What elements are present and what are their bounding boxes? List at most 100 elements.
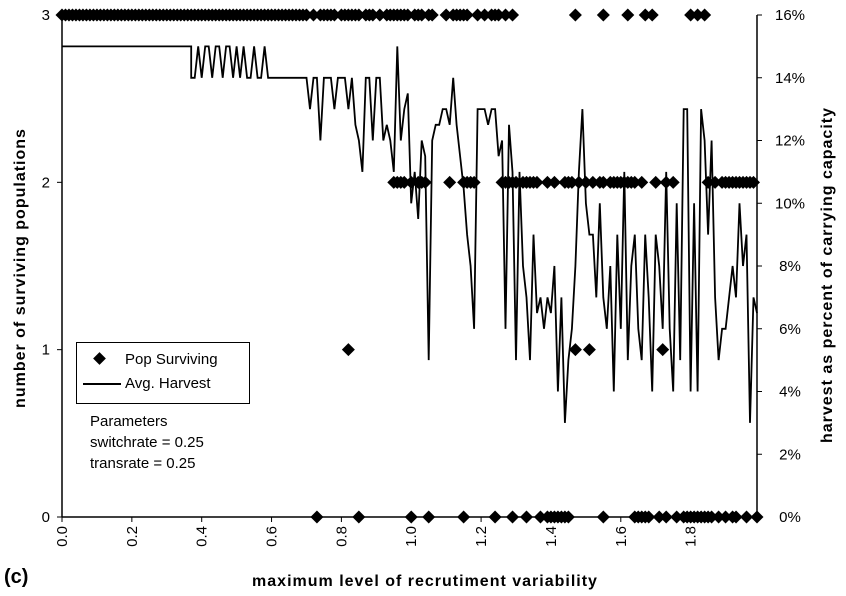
avg-harvest-series [62, 45, 758, 423]
x-tick-label: 0.0 [54, 526, 71, 547]
pop-surviving-point [306, 8, 320, 22]
parameter-switchrate: switchrate = 0.25 [90, 434, 204, 451]
y-right-tick-label: 8% [779, 258, 801, 275]
legend-label-avg-harvest: Avg. Harvest [125, 374, 211, 392]
pop-surviving-point [547, 175, 561, 189]
pop-surviving-point [540, 175, 554, 189]
pop-surviving-point [499, 8, 513, 22]
legend-label-pop-surviving: Pop Surviving [125, 350, 218, 368]
pop-surviving-point [649, 175, 663, 189]
pop-surviving-point [509, 175, 523, 189]
y-right-tick-label: 2% [779, 446, 801, 463]
y-left-tick-label: 2 [42, 174, 50, 191]
pop-surviving-point [506, 8, 520, 22]
pop-surviving-point [397, 175, 411, 189]
pop-surviving-point [561, 510, 575, 524]
diamond-marker-icon [77, 348, 125, 370]
pop-surviving-point [352, 8, 366, 22]
parameters-box: Parameters switchrate = 0.25 transrate =… [90, 411, 204, 474]
pop-surviving-point [488, 510, 502, 524]
y-left-tick-label: 3 [42, 7, 50, 24]
pop-surviving-point [719, 510, 733, 524]
pop-surviving-point [471, 8, 485, 22]
x-tick-label: 0.4 [194, 526, 211, 547]
pop-surviving-point [712, 510, 726, 524]
x-tick-label: 1.4 [543, 526, 560, 547]
pop-surviving-point [596, 510, 610, 524]
x-axis-label: maximum level of recrutiment variability [252, 573, 598, 590]
pop-surviving-point [418, 175, 432, 189]
pop-surviving-point [652, 510, 666, 524]
pop-surviving-point [705, 510, 719, 524]
pop-surviving-point [582, 343, 596, 357]
pop-surviving-point [506, 510, 520, 524]
pop-surviving-point [373, 8, 387, 22]
pop-surviving-point [327, 8, 341, 22]
y-left-tick-label: 1 [42, 342, 50, 359]
x-tick-label: 1.8 [683, 526, 700, 547]
x-tick-label: 1.2 [473, 526, 490, 547]
pop-surviving-point [443, 175, 457, 189]
chart-legend: Pop Surviving Avg. Harvest [76, 342, 250, 404]
x-tick-label: 1.6 [613, 526, 630, 547]
pop-surviving-point [698, 8, 712, 22]
pop-surviving-point [635, 175, 649, 189]
pop-surviving-point [533, 510, 547, 524]
pop-surviving-point [729, 510, 743, 524]
parameter-transrate: transrate = 0.25 [90, 455, 196, 472]
y-left-tick-label: 0 [42, 509, 50, 526]
pop-surviving-point [565, 175, 579, 189]
pop-surviving-point [341, 343, 355, 357]
legend-item-avg-harvest: Avg. Harvest [77, 372, 211, 394]
pop-surviving-point [659, 175, 673, 189]
pop-surviving-point [628, 175, 642, 189]
panel-label: (c) [4, 566, 29, 588]
avg-harvest-line [62, 45, 758, 423]
pop-surviving-point [519, 510, 533, 524]
y-right-tick-label: 6% [779, 321, 801, 338]
pop-surviving-point [666, 175, 680, 189]
pop-surviving-point [701, 175, 715, 189]
pop-surviving-point [299, 8, 313, 22]
pop-surviving-point [656, 343, 670, 357]
pop-surviving-point [492, 8, 506, 22]
y-right-tick-label: 16% [775, 7, 805, 24]
pop-surviving-point [740, 510, 754, 524]
pop-surviving-point [621, 8, 635, 22]
pop-surviving-point [530, 175, 544, 189]
pop-surviving-point [596, 175, 610, 189]
pop-surviving-point [572, 175, 586, 189]
axis-ticks: 0.0 0.2 0.4 0.6 0.8 1.0 1.2 1.4 1.6 1.8 0 1 2 3 0% 2% 4%… [42, 7, 805, 547]
line-marker-icon [77, 372, 125, 394]
pop-surviving-point [415, 8, 429, 22]
y-axis-right-label: harvest as percent of carrying capacity [819, 107, 836, 443]
pop-surviving-point [310, 510, 324, 524]
pop-surviving-point [404, 175, 418, 189]
pop-surviving-point [460, 8, 474, 22]
legend-item-pop-surviving: Pop Surviving [77, 348, 218, 370]
pop-surviving-point [579, 175, 593, 189]
y-right-tick-label: 4% [779, 384, 801, 401]
pop-surviving-point [684, 8, 698, 22]
x-tick-label: 0.6 [264, 526, 281, 547]
pop-surviving-point [586, 175, 600, 189]
pop-surviving-point [366, 8, 380, 22]
parameters-title: Parameters [90, 413, 168, 430]
pop-surviving-point [659, 510, 673, 524]
x-tick-label: 1.0 [403, 526, 420, 547]
pop-surviving-point [568, 343, 582, 357]
pop-surviving-point [670, 510, 684, 524]
pop-surviving-point [478, 8, 492, 22]
y-right-tick-label: 0% [779, 509, 801, 526]
pop-surviving-point [691, 8, 705, 22]
x-tick-label: 0.8 [333, 526, 350, 547]
pop-surviving-point [401, 8, 415, 22]
pop-surviving-point [425, 8, 439, 22]
pop-surviving-point [422, 510, 436, 524]
pop-surviving-point [457, 510, 471, 524]
x-tick-label: 0.2 [124, 526, 141, 547]
pop-surviving-point [352, 510, 366, 524]
pop-surviving-point [642, 510, 656, 524]
pop-surviving-point [645, 8, 659, 22]
